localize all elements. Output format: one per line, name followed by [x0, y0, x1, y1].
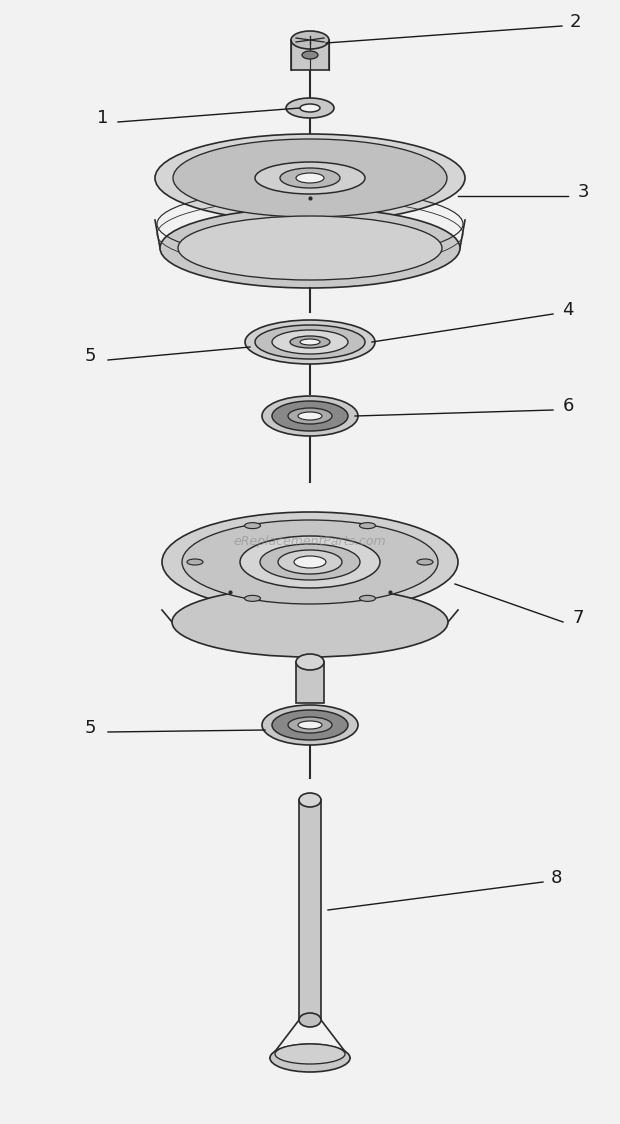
Ellipse shape [187, 559, 203, 565]
Ellipse shape [290, 336, 330, 348]
Ellipse shape [275, 1044, 345, 1064]
Ellipse shape [417, 559, 433, 565]
Text: 8: 8 [551, 869, 562, 887]
Ellipse shape [160, 208, 460, 288]
Ellipse shape [296, 654, 324, 670]
Ellipse shape [155, 134, 465, 223]
Ellipse shape [299, 1013, 321, 1027]
Ellipse shape [262, 396, 358, 436]
Ellipse shape [240, 536, 380, 588]
Ellipse shape [298, 720, 322, 729]
Bar [291, 40, 329, 70]
Ellipse shape [262, 705, 358, 745]
Ellipse shape [244, 523, 260, 528]
Bar [296, 662, 324, 702]
Ellipse shape [162, 513, 458, 611]
Ellipse shape [288, 408, 332, 424]
Ellipse shape [172, 587, 448, 658]
Text: 1: 1 [97, 109, 108, 127]
Ellipse shape [245, 320, 375, 364]
Ellipse shape [300, 105, 320, 112]
Ellipse shape [298, 413, 322, 420]
Text: 5: 5 [84, 719, 95, 737]
Ellipse shape [255, 325, 365, 359]
Ellipse shape [272, 710, 348, 740]
Ellipse shape [300, 339, 320, 345]
Ellipse shape [360, 596, 376, 601]
Ellipse shape [178, 216, 442, 280]
Bar [299, 800, 321, 1019]
Text: 4: 4 [562, 301, 574, 319]
Ellipse shape [302, 51, 318, 58]
Ellipse shape [294, 556, 326, 568]
Ellipse shape [244, 596, 260, 601]
Ellipse shape [286, 98, 334, 118]
Ellipse shape [288, 717, 332, 733]
Ellipse shape [173, 139, 447, 217]
Text: 6: 6 [562, 397, 574, 415]
Ellipse shape [260, 544, 360, 580]
Ellipse shape [272, 401, 348, 430]
Ellipse shape [278, 550, 342, 574]
Ellipse shape [291, 31, 329, 49]
Ellipse shape [272, 330, 348, 354]
Text: 7: 7 [572, 609, 584, 627]
Ellipse shape [182, 520, 438, 604]
Ellipse shape [255, 162, 365, 194]
Text: eReplacementParts.com: eReplacementParts.com [234, 535, 386, 549]
Text: 3: 3 [577, 183, 589, 201]
Ellipse shape [360, 523, 376, 528]
Text: 5: 5 [84, 347, 95, 365]
Text: 2: 2 [569, 13, 581, 31]
Ellipse shape [270, 1044, 350, 1072]
Ellipse shape [299, 794, 321, 807]
Ellipse shape [280, 167, 340, 188]
Ellipse shape [296, 173, 324, 183]
